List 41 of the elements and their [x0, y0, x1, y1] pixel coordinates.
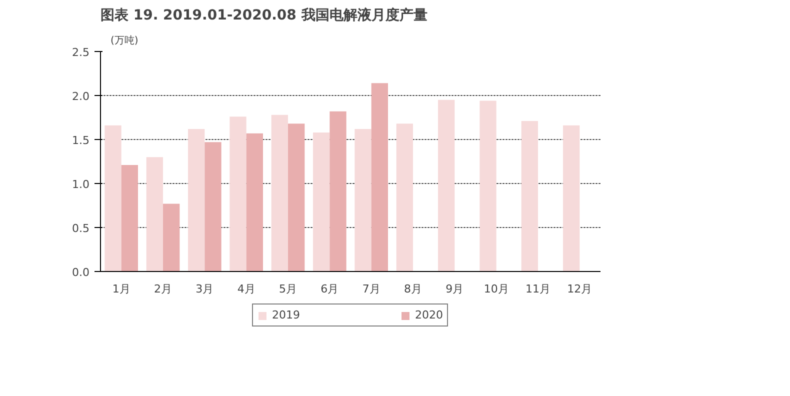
- y-tick-label: 2.5: [72, 46, 90, 59]
- bar: [146, 157, 163, 272]
- y-tick-label: 1.5: [72, 134, 90, 147]
- x-tick-label: 3月: [196, 282, 214, 296]
- bar: [163, 204, 180, 272]
- y-tick-label: 2.0: [72, 90, 90, 103]
- bar: [271, 114, 288, 272]
- bar: [354, 128, 372, 272]
- bar: [371, 83, 388, 272]
- x-tick-label: 9月: [446, 282, 464, 296]
- x-tick-label: 8月: [404, 282, 422, 296]
- bar: [121, 165, 138, 272]
- x-tick-label: 11月: [526, 282, 550, 296]
- bar: [313, 132, 330, 272]
- x-tick-label: 1月: [112, 282, 130, 296]
- y-tick-label: 0.5: [72, 222, 90, 235]
- bar: [563, 125, 580, 272]
- chart-title: 图表 19. 2019.01-2020.08 我国电解液月度产量: [100, 6, 428, 24]
- bar: [230, 116, 246, 272]
- bar: [288, 124, 305, 272]
- x-tick-label: 7月: [362, 282, 380, 296]
- y-axis-title: (万吨): [110, 34, 138, 46]
- x-tick-label: 12月: [567, 282, 592, 296]
- bar: [396, 124, 413, 272]
- bar: [521, 121, 538, 272]
- bar: [246, 133, 263, 272]
- x-tick-label: 10月: [484, 282, 509, 296]
- y-tick-label: 1.0: [72, 178, 90, 191]
- bar: [480, 100, 496, 272]
- x-tick-label: 6月: [320, 282, 339, 296]
- x-tick-label: 2月: [154, 282, 172, 296]
- bar: [438, 100, 455, 272]
- legend-label: 2020: [415, 308, 443, 322]
- bar: [204, 142, 222, 272]
- bar: [188, 128, 205, 272]
- x-tick-label: 4月: [237, 282, 256, 296]
- y-tick-label: 0.0: [72, 266, 90, 279]
- bar: [104, 125, 122, 272]
- bar: [330, 111, 346, 272]
- x-tick-label: 5月: [279, 282, 297, 296]
- legend-label: 2019: [272, 308, 300, 322]
